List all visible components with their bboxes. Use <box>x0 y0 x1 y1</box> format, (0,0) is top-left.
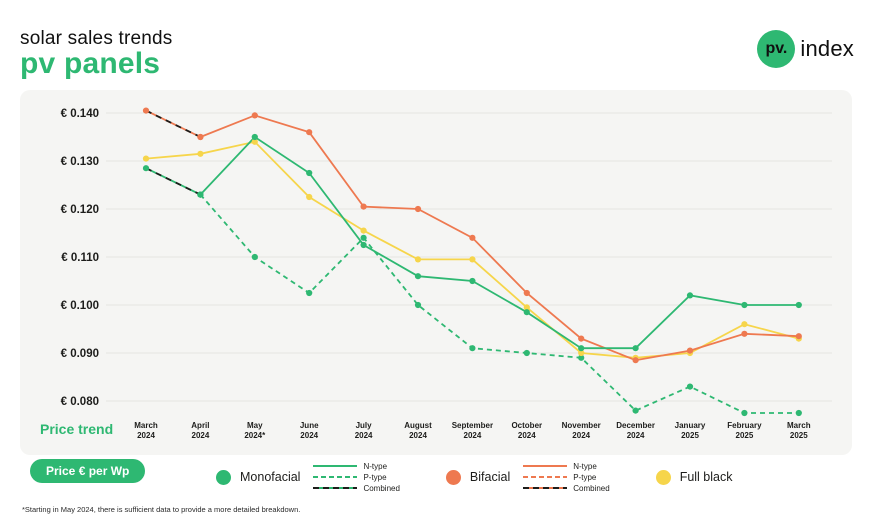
svg-text:2024: 2024 <box>137 431 155 440</box>
svg-text:€ 0.120: € 0.120 <box>61 204 99 216</box>
svg-text:January: January <box>675 421 706 430</box>
footnote: *Starting in May 2024, there is sufficie… <box>22 505 301 514</box>
svg-text:2024: 2024 <box>409 431 427 440</box>
page-subtitle: solar sales trends <box>20 28 173 49</box>
legend-line-list: N-type P-type Combined <box>523 461 610 493</box>
legend-line-list: N-type P-type Combined <box>313 461 400 493</box>
svg-text:March: March <box>787 421 811 430</box>
svg-text:June: June <box>300 421 319 430</box>
svg-text:€ 0.100: € 0.100 <box>61 300 99 312</box>
svg-text:2024: 2024 <box>192 431 210 440</box>
svg-text:2025: 2025 <box>790 431 808 440</box>
bottom-row: Price € per Wp Monofacial N-type P-type Com… <box>0 455 872 499</box>
svg-text:May: May <box>247 421 263 430</box>
legend-line-row: P-type <box>523 472 609 482</box>
legend-label: Full black <box>679 470 733 484</box>
svg-text:2024*: 2024* <box>244 431 266 440</box>
logo-circle-icon: pv. <box>757 30 796 68</box>
svg-text:€ 0.090: € 0.090 <box>61 348 99 360</box>
combined-line-swatch-icon <box>313 487 358 489</box>
svg-text:November: November <box>562 421 601 430</box>
svg-text:2024: 2024 <box>627 431 645 440</box>
svg-text:March: March <box>134 421 158 430</box>
svg-text:2024: 2024 <box>572 431 590 440</box>
svg-text:2025: 2025 <box>736 431 754 440</box>
svg-text:€ 0.080: € 0.080 <box>61 396 99 408</box>
price-per-wp-button[interactable]: Price € per Wp <box>30 459 146 483</box>
svg-text:July: July <box>356 421 373 430</box>
legend-line-label: Combined <box>573 483 610 493</box>
legend-dot-icon <box>655 469 671 485</box>
legend-group-bifacial: Bifacial N-type P-type Combined <box>445 461 610 493</box>
svg-text:September: September <box>452 421 493 430</box>
legend-dot-icon <box>216 469 231 485</box>
logo-word: index <box>800 36 854 61</box>
svg-text:December: December <box>616 421 655 430</box>
legend-group-monofacial: Monofacial N-type P-type Combined <box>216 461 400 493</box>
svg-text:October: October <box>511 421 542 430</box>
solid-line-swatch-icon <box>523 465 568 467</box>
legend-dot-icon <box>445 469 461 485</box>
legend-line-row: N-type <box>523 461 609 471</box>
price-trend-line-chart: € 0.140 € 0.130 € 0.120 € 0.110 € 0.100 € 0.0… <box>61 107 832 440</box>
legend-line-label: N-type <box>573 461 597 471</box>
legend-line-row: Combined <box>523 483 610 493</box>
legend-group-full-black: Full black <box>655 469 733 485</box>
dashed-line-swatch-icon <box>313 476 358 478</box>
legend-line-label: Combined <box>363 483 400 493</box>
pv-index-logo: pv. index <box>757 30 854 68</box>
legend-line-label: P-type <box>363 472 387 482</box>
svg-text:2024: 2024 <box>300 431 318 440</box>
svg-text:€ 0.130: € 0.130 <box>61 156 99 168</box>
chart-panel: € 0.140 € 0.130 € 0.120 € 0.110 € 0.100 € 0.0… <box>20 90 852 455</box>
svg-text:2024: 2024 <box>518 431 536 440</box>
svg-text:2025: 2025 <box>681 431 699 440</box>
price-trend-label: Price trend <box>40 421 114 437</box>
combined-line-swatch-icon <box>523 487 568 489</box>
solid-line-swatch-icon <box>313 465 358 467</box>
legend: Monofacial N-type P-type Combined Bifacial N-… <box>216 455 732 499</box>
svg-text:2024: 2024 <box>355 431 373 440</box>
legend-line-label: N-type <box>363 461 388 471</box>
legend-label: Monofacial <box>240 470 301 484</box>
svg-text:2024: 2024 <box>464 431 482 440</box>
legend-line-label: P-type <box>573 472 597 482</box>
svg-text:August: August <box>404 421 432 430</box>
legend-line-row: Combined <box>313 483 400 493</box>
svg-text:€ 0.140: € 0.140 <box>61 108 99 120</box>
svg-text:€ 0.110: € 0.110 <box>61 252 99 264</box>
legend-line-row: N-type <box>313 461 399 471</box>
svg-text:April: April <box>191 421 209 430</box>
svg-text:February: February <box>727 421 762 430</box>
legend-line-row: P-type <box>313 472 399 482</box>
dashed-line-swatch-icon <box>523 476 568 478</box>
legend-label: Bifacial <box>469 470 511 484</box>
page-title: pv panels <box>20 47 161 80</box>
